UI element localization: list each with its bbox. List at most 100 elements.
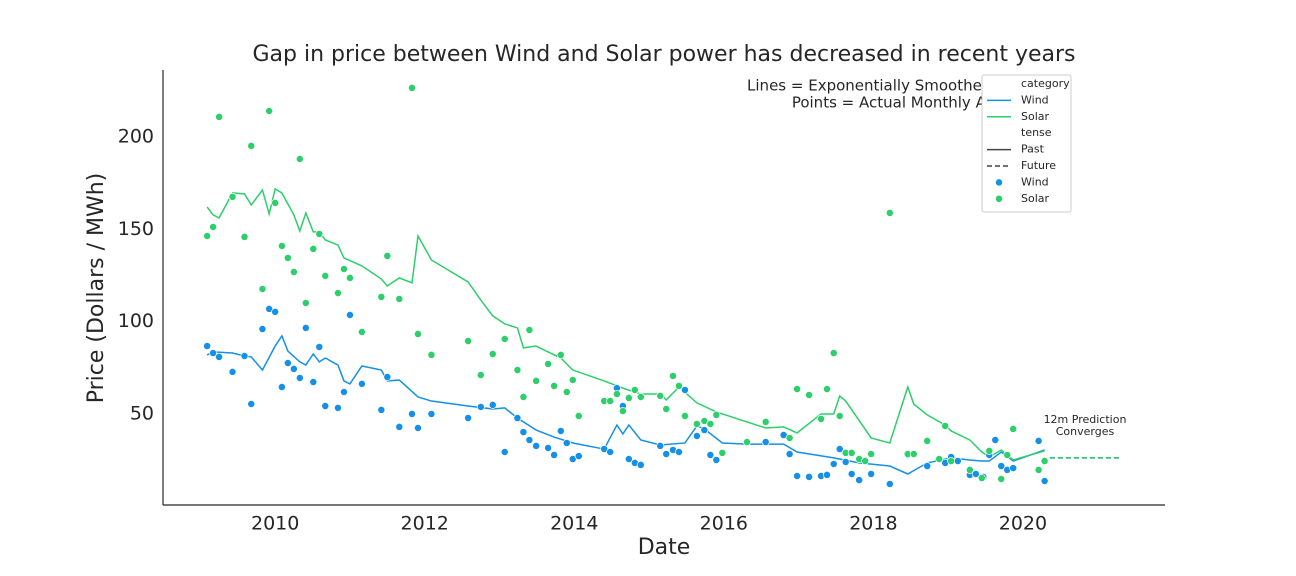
data-point — [321, 402, 330, 410]
data-point — [321, 271, 330, 280]
data-point — [618, 407, 627, 415]
data-point — [476, 403, 485, 411]
data-point — [829, 349, 838, 357]
data-point — [985, 446, 994, 455]
data-point — [247, 141, 256, 150]
data-point — [271, 307, 280, 316]
x-tick-label: 2016 — [700, 513, 748, 535]
data-point — [345, 311, 354, 319]
data-point — [289, 364, 298, 373]
data-point — [500, 335, 509, 343]
y-tick-label: 100 — [118, 310, 154, 332]
data-point — [289, 268, 298, 276]
data-point — [885, 480, 894, 488]
data-point — [525, 436, 534, 444]
y-tick-label: 150 — [118, 218, 154, 240]
data-point — [568, 376, 577, 384]
data-point — [574, 412, 583, 420]
data-point — [909, 450, 918, 458]
data-point — [519, 428, 528, 437]
data-point — [692, 419, 701, 428]
data-point — [1040, 477, 1049, 485]
data-point — [309, 378, 318, 386]
legend-label: Past — [1021, 143, 1045, 156]
legend-label: Solar — [1021, 110, 1050, 123]
data-point — [500, 448, 509, 456]
data-point — [283, 359, 292, 367]
data-point — [793, 385, 802, 393]
data-point — [675, 381, 683, 390]
data-point — [562, 388, 571, 396]
data-point — [271, 198, 280, 207]
data-point — [1040, 457, 1049, 466]
data-point — [301, 323, 310, 332]
data-point — [823, 385, 831, 393]
data-point — [669, 371, 677, 380]
trend-line — [206, 187, 1045, 461]
data-point — [761, 438, 770, 446]
data-point — [203, 232, 212, 240]
data-point — [488, 350, 497, 358]
data-point — [718, 448, 727, 457]
data-point — [408, 83, 416, 92]
data-point — [997, 475, 1006, 483]
data-point — [209, 222, 218, 231]
data-point — [847, 448, 856, 457]
data-point — [941, 422, 950, 430]
data-point — [1034, 465, 1043, 474]
data-point — [228, 367, 237, 376]
data-point — [215, 112, 224, 121]
data-point — [301, 299, 310, 307]
data-point — [215, 352, 224, 361]
data-point — [427, 350, 436, 359]
data-point — [785, 450, 794, 458]
y-tick-label: 200 — [118, 126, 154, 148]
data-point — [706, 451, 715, 459]
data-point — [793, 472, 802, 480]
data-point — [606, 448, 615, 456]
data-point — [258, 285, 267, 293]
data-point — [630, 386, 639, 394]
data-point — [971, 470, 980, 478]
data-point — [606, 397, 615, 406]
data-point — [525, 326, 534, 334]
data-point — [991, 436, 1000, 444]
data-point — [203, 342, 212, 350]
data-point — [867, 470, 876, 478]
data-point — [395, 422, 404, 431]
legend-box — [981, 74, 1072, 213]
data-point — [805, 391, 814, 399]
data-point — [662, 450, 671, 458]
data-point — [847, 470, 856, 478]
data-point — [556, 350, 565, 359]
data-point — [761, 417, 770, 426]
chart-title: Gap in price between Wind and Solar powe… — [252, 42, 1075, 67]
x-axis-label: Date — [638, 535, 691, 560]
data-point — [1009, 424, 1018, 433]
x-tick-label: 2012 — [401, 513, 449, 535]
data-point — [923, 436, 932, 445]
data-point — [383, 373, 392, 381]
data-point — [885, 208, 894, 217]
data-point — [785, 434, 794, 442]
data-point — [712, 455, 721, 464]
data-point — [867, 450, 876, 458]
data-point — [464, 337, 473, 345]
data-point — [556, 427, 565, 435]
legend-label: Future — [1021, 159, 1056, 172]
data-point — [656, 391, 665, 400]
data-point — [680, 386, 689, 394]
data-point — [247, 400, 256, 408]
data-point — [675, 448, 683, 456]
y-tick-label: 50 — [130, 402, 154, 424]
data-point — [829, 460, 838, 468]
data-point — [532, 376, 541, 385]
prediction-note: Converges — [1056, 425, 1115, 438]
data-point — [340, 388, 348, 396]
data-point — [315, 230, 324, 238]
data-point — [706, 419, 715, 428]
data-point — [935, 455, 944, 463]
data-point — [923, 462, 932, 470]
data-point — [1009, 464, 1018, 473]
note: Lines = Exponentially Smoothed Trends — [747, 77, 1045, 95]
